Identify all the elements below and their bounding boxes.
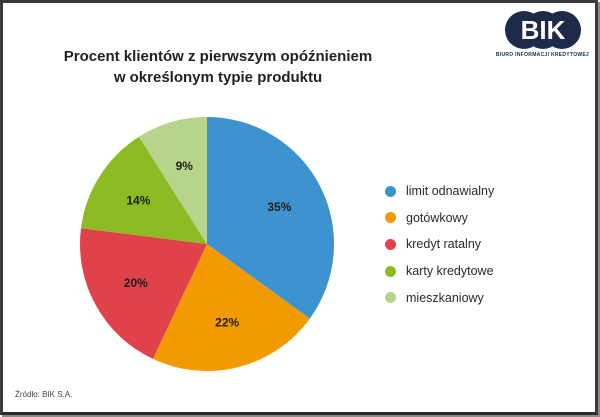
pie-slice-label: 22%	[215, 316, 239, 330]
pie-slice-label: 9%	[176, 159, 194, 173]
legend-marker-icon	[385, 238, 396, 250]
pie-slice-label: 35%	[267, 200, 291, 214]
chart-title-line-1: Procent klientów z pierwszym opóźnieniem	[63, 48, 373, 65]
legend-item: kredyt ratalny	[385, 231, 494, 258]
legend-marker-icon	[385, 265, 396, 277]
bik-logo-icon: BIK	[504, 11, 581, 49]
chart-title-line-2: w określonym typie produktu	[113, 69, 323, 86]
chart-legend: limit odnawialny gotówkowy kredyt ratalny k…	[385, 178, 494, 311]
pie-slice-label: 20%	[124, 276, 148, 290]
legend-marker-icon	[385, 212, 396, 224]
legend-label: mieszkaniowy	[406, 290, 484, 305]
legend-label: gotówkowy	[406, 210, 468, 225]
pie-slice-limit-odnawialny	[207, 117, 335, 319]
legend-label: kredyt ratalny	[406, 237, 482, 252]
chart-title: Procent klientów z pierwszym opóźnieniem…	[60, 46, 376, 88]
legend-item: limit odnawialny	[385, 178, 494, 205]
legend-label: limit odnawialny	[406, 184, 495, 199]
legend-label: karty kredytowe	[406, 264, 494, 279]
source-note: Źródło: BIK S.A.	[15, 390, 73, 399]
pie-slice-karty-kredytowe	[81, 136, 207, 244]
legend-item: gotówkowy	[385, 205, 494, 232]
bik-logo-caption: BIURO INFORMACJI KREDYTOWEJ	[495, 52, 590, 58]
legend-item: karty kredytowe	[385, 258, 494, 285]
bik-logo: BIK BIURO INFORMACJI KREDYTOWEJ	[490, 10, 595, 62]
legend-marker-icon	[385, 185, 396, 197]
pie-slice-mieszkaniowy	[138, 117, 207, 244]
bik-logo-text: BIK	[520, 15, 565, 45]
pie-slice-label: 14%	[126, 193, 150, 207]
legend-marker-icon	[385, 292, 396, 304]
legend-item: mieszkaniowy	[385, 284, 494, 311]
pie-chart: 35% 22% 20% 14% 9%	[79, 117, 335, 371]
pie-slice-kredyt-ratalny	[79, 228, 207, 359]
pie-slice-gotówkowy	[152, 244, 310, 371]
